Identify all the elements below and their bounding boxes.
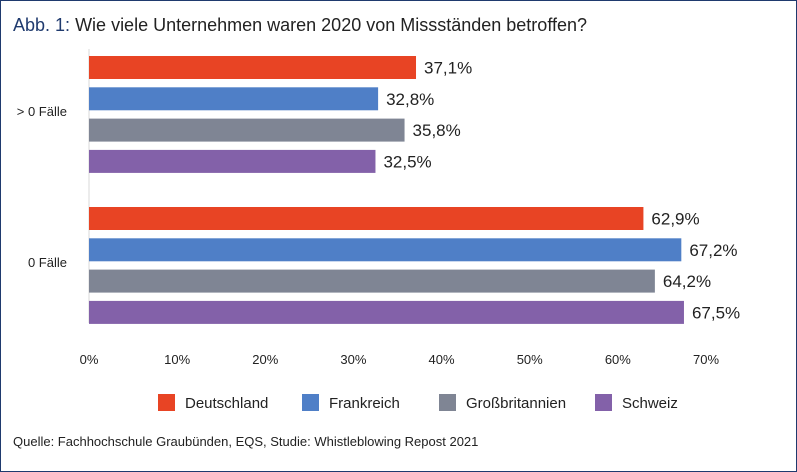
bar-schweiz: [89, 149, 376, 173]
legend-swatch: [302, 394, 319, 411]
data-label: 67,5%: [692, 303, 740, 322]
legend-label: Großbritannien: [466, 395, 566, 412]
figure-number: Abb. 1:: [13, 15, 71, 35]
data-label: 32,5%: [383, 152, 431, 171]
data-label: 32,8%: [386, 90, 434, 109]
bar-großbritannien: [89, 118, 405, 142]
legend-label: Frankreich: [329, 395, 400, 412]
source-note: Quelle: Fachhochschule Graubünden, EQS, …: [13, 434, 479, 449]
chart-title: Abb. 1: Wie viele Unternehmen waren 2020…: [13, 15, 587, 36]
x-tick-label: 20%: [252, 352, 278, 367]
x-tick-label: 50%: [517, 352, 543, 367]
bar-schweiz: [89, 300, 684, 324]
data-label: 64,2%: [663, 272, 711, 291]
data-label: 62,9%: [651, 210, 699, 229]
x-tick-label: 10%: [164, 352, 190, 367]
bar-deutschland: [89, 207, 644, 230]
x-tick-label: 0%: [80, 352, 99, 367]
legend-label: Schweiz: [622, 395, 678, 412]
legend-swatch: [595, 394, 612, 411]
bar-frankreich: [89, 87, 379, 111]
data-label: 37,1%: [424, 59, 472, 78]
x-tick-label: 40%: [429, 352, 455, 367]
bar-großbritannien: [89, 269, 655, 293]
bar-deutschland: [89, 56, 417, 79]
x-tick-label: 60%: [605, 352, 631, 367]
title-text: Wie viele Unternehmen waren 2020 von Mis…: [75, 15, 588, 35]
bar-frankreich: [89, 238, 682, 262]
data-label: 67,2%: [689, 241, 737, 260]
category-label: > 0 Fälle: [17, 104, 67, 119]
legend-swatch: [439, 394, 456, 411]
x-tick-label: 30%: [340, 352, 366, 367]
legend-swatch: [158, 394, 175, 411]
data-label: 35,8%: [413, 121, 461, 140]
category-label: 0 Fälle: [28, 255, 67, 270]
x-tick-label: 70%: [693, 352, 719, 367]
legend-label: Deutschland: [185, 395, 268, 412]
